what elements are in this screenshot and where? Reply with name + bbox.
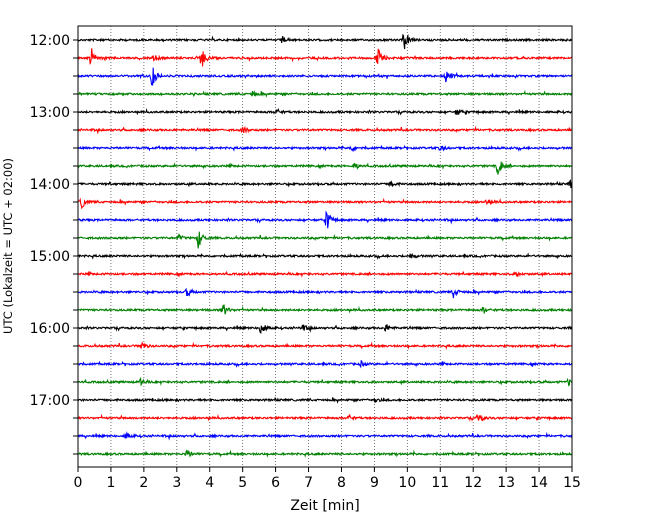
trace-line	[77, 161, 573, 175]
trace-line	[77, 287, 573, 299]
trace-line	[77, 89, 573, 98]
y-axis-label: UTC (Lokalzeit = UTC + 02:00)	[1, 158, 15, 334]
x-tick-label: 14	[530, 475, 548, 491]
x-tick-label: 2	[139, 475, 148, 491]
trace-line	[77, 449, 573, 458]
trace-line	[77, 125, 573, 135]
trace-line	[77, 396, 573, 404]
y-tick-label: 12:00	[30, 33, 70, 49]
trace-line	[77, 304, 573, 315]
x-tick-label: 5	[238, 475, 247, 491]
x-tick-label: 0	[74, 475, 83, 491]
trace-line	[78, 270, 573, 278]
trace-line	[77, 108, 573, 116]
trace-line	[77, 144, 573, 153]
x-tick-label: 1	[106, 475, 115, 491]
y-tick-label: 15:00	[30, 249, 70, 265]
y-tick-label: 14:00	[30, 177, 70, 193]
x-tick-label: 13	[497, 475, 515, 491]
y-tick-label: 17:00	[30, 393, 70, 409]
y-tick-label: 13:00	[30, 105, 70, 121]
trace-line	[77, 324, 573, 334]
x-tick-label: 6	[271, 475, 280, 491]
plot-frame	[77, 25, 573, 468]
x-tick-label: 15	[563, 475, 581, 491]
x-tick-label: 8	[337, 475, 346, 491]
x-tick-label: 11	[431, 475, 449, 491]
trace-line	[77, 341, 573, 350]
x-tick-label: 3	[172, 475, 181, 491]
trace-line	[77, 197, 573, 210]
trace-line	[77, 413, 573, 422]
x-tick-label: 12	[464, 475, 482, 491]
y-tick-label: 16:00	[30, 321, 70, 337]
x-tick-label: 4	[205, 475, 214, 491]
x-tick-label: 10	[398, 475, 416, 491]
x-axis-label: Zeit [min]	[290, 498, 359, 514]
trace-line	[77, 210, 573, 229]
x-tick-label: 9	[370, 475, 379, 491]
trace-line	[77, 67, 573, 86]
trace-line	[77, 33, 573, 50]
trace-line	[78, 231, 573, 249]
x-tick-label: 7	[304, 475, 313, 491]
traces	[77, 33, 573, 458]
trace-line	[77, 431, 573, 441]
trace-line	[77, 252, 573, 260]
trace-line	[77, 376, 573, 387]
trace-line	[77, 48, 573, 67]
trace-line	[77, 179, 573, 189]
trace-line	[78, 360, 573, 369]
